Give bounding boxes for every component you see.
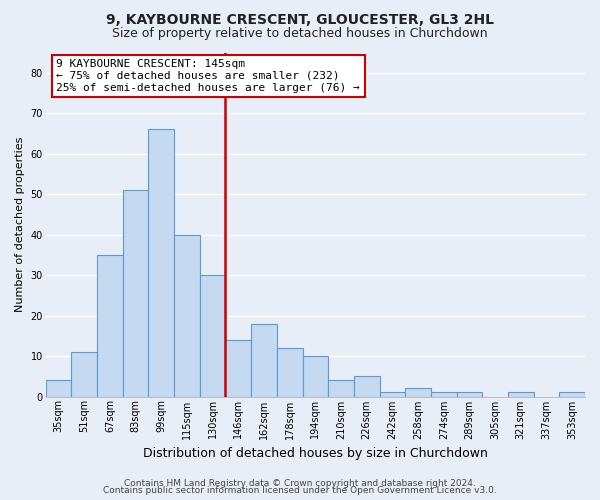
Bar [302,356,328,397]
Text: Size of property relative to detached houses in Churchdown: Size of property relative to detached ho… [112,28,488,40]
Bar [123,190,148,396]
Bar [71,352,97,397]
Bar [508,392,533,396]
Bar [354,376,380,396]
X-axis label: Distribution of detached houses by size in Churchdown: Distribution of detached houses by size … [143,447,488,460]
Bar [431,392,457,396]
Text: 9, KAYBOURNE CRESCENT, GLOUCESTER, GL3 2HL: 9, KAYBOURNE CRESCENT, GLOUCESTER, GL3 2… [106,12,494,26]
Bar [328,380,354,396]
Text: Contains public sector information licensed under the Open Government Licence v3: Contains public sector information licen… [103,486,497,495]
Bar [559,392,585,396]
Bar [457,392,482,396]
Bar [251,324,277,396]
Bar [226,340,251,396]
Text: Contains HM Land Registry data © Crown copyright and database right 2024.: Contains HM Land Registry data © Crown c… [124,478,476,488]
Bar [405,388,431,396]
Bar [277,348,302,397]
Bar [148,130,174,396]
Bar [97,255,123,396]
Text: 9 KAYBOURNE CRESCENT: 145sqm
← 75% of detached houses are smaller (232)
25% of s: 9 KAYBOURNE CRESCENT: 145sqm ← 75% of de… [56,60,360,92]
Bar [200,275,226,396]
Bar [46,380,71,396]
Y-axis label: Number of detached properties: Number of detached properties [15,137,25,312]
Bar [380,392,405,396]
Bar [174,234,200,396]
